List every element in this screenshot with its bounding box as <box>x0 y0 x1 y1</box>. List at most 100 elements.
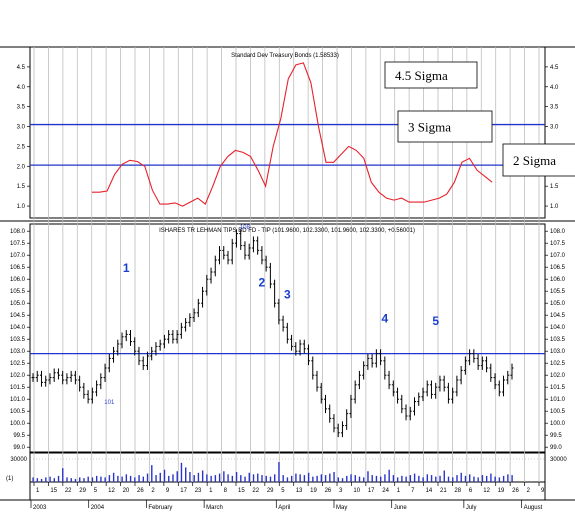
x-day-tick-label: 26 <box>137 488 144 494</box>
x-day-tick-label: 13 <box>296 488 303 494</box>
volume-bar <box>430 475 433 482</box>
volume-bar <box>375 475 378 482</box>
x-month-label: February <box>148 505 172 511</box>
ohlc-bar <box>86 390 90 404</box>
volume-bar <box>392 475 395 482</box>
ohlc-bar <box>357 370 361 390</box>
ohlc-bar <box>485 356 489 373</box>
volume-bar <box>477 477 479 482</box>
price-y-tick-label: 102.0 <box>10 373 26 379</box>
x-day-tick-label: 5 <box>281 488 285 494</box>
ohlc-bar <box>268 262 272 289</box>
sigma-y-tick-label: 2.5 <box>17 144 26 150</box>
volume-bar <box>405 476 407 482</box>
x-month-label: April <box>278 505 290 511</box>
volume-bar <box>401 475 403 482</box>
ohlc-bar <box>438 375 442 392</box>
ohlc-bar <box>374 349 378 368</box>
volume-bar <box>507 474 509 482</box>
ohlc-bar <box>366 354 370 370</box>
ohlc-bar <box>247 243 251 260</box>
volume-bar <box>290 475 293 482</box>
ohlc-bar <box>307 344 311 366</box>
x-month-label: 2004 <box>91 505 105 511</box>
volume-bar <box>299 474 301 482</box>
x-day-tick-label: 20 <box>123 488 130 494</box>
volume-bar <box>32 477 34 482</box>
sigma-y-tick-label: 3.5 <box>550 105 559 111</box>
x-day-tick-label: 26 <box>325 488 332 494</box>
wave-label-3: 3 <box>284 287 291 301</box>
volume-bar <box>117 475 119 482</box>
ohlc-bar <box>302 339 306 354</box>
volume-bar <box>108 475 111 482</box>
ohlc-bar <box>65 373 69 385</box>
price-y-ticks-right: 108.0 107.5 107.0 106.5 106.0 105.5 105.0 104.5… <box>545 229 566 451</box>
price-panel: ISHARES TR LEHMAN TIPS BD FD - TIP (101.… <box>10 225 566 451</box>
sigma-labels: 4.5 Sigma 3 Sigma 2 Sigma <box>384 61 575 177</box>
volume-bar <box>257 473 259 482</box>
ohlc-bar <box>112 346 116 363</box>
price-y-tick-label: 102.5 <box>550 361 566 367</box>
ohlc-bar <box>391 380 395 397</box>
price-y-tick-label: 104.0 <box>550 325 566 331</box>
volume-bar <box>379 476 382 482</box>
x-day-tick-label: 22 <box>65 488 72 494</box>
volume-bar <box>70 478 72 482</box>
label-3-sigma: 3 Sigma <box>408 120 451 135</box>
volume-bar <box>240 475 242 482</box>
wave-label-5: 5 <box>432 314 439 328</box>
x-month-ticks: 2003 2004 February March April May June July Aug… <box>30 500 543 511</box>
price-y-tick-label: 99.0 <box>550 445 562 451</box>
sigma-y-ticks-right: 4.54.03.53.02.52.01.51.0 <box>545 65 559 210</box>
volume-bar <box>176 471 178 482</box>
ohlc-bar <box>226 250 230 265</box>
x-month-label: March <box>206 505 223 511</box>
sigma-y-tick-label: 1.0 <box>550 204 559 210</box>
volume-y-tick-label: 30000 <box>10 457 27 463</box>
x-day-tick-label: 21 <box>440 488 447 494</box>
ohlc-bar <box>243 241 247 260</box>
ohlc-bar <box>35 370 39 382</box>
volume-bar <box>134 477 136 482</box>
ohlc-bar <box>455 375 459 397</box>
ohlc-bar <box>133 337 137 356</box>
volume-bar <box>74 478 77 482</box>
price-y-tick-label: 101.0 <box>10 397 26 403</box>
ohlc-bar <box>332 414 336 433</box>
volume-bar <box>460 472 462 482</box>
price-labels: 1 2 3 4 5 101 108 <box>104 225 439 406</box>
x-day-tick-label: 2 <box>151 488 155 494</box>
volume-bar <box>452 477 454 482</box>
ohlc-bar <box>294 342 298 356</box>
ohlc-bar <box>162 334 166 349</box>
price-y-tick-label: 108.0 <box>550 229 566 235</box>
ohlc-bar <box>116 339 120 356</box>
price-panel-title: ISHARES TR LEHMAN TIPS BD FD - TIP (101.… <box>159 228 415 234</box>
price-y-tick-label: 99.5 <box>13 433 25 439</box>
ohlc-bar <box>167 330 171 344</box>
volume-bar <box>79 477 81 482</box>
ohlc-bar <box>510 363 514 380</box>
x-day-tick-label: 29 <box>79 488 86 494</box>
sigma-y-tick-label: 3.0 <box>17 125 26 131</box>
price-y-tick-label: 106.5 <box>550 265 566 271</box>
price-y-tick-label: 102.5 <box>10 361 26 367</box>
x-day-tick-label: 1 <box>36 488 40 494</box>
x-day-tick-label: 5 <box>94 488 98 494</box>
volume-bar <box>435 476 437 482</box>
x-axis: 1 15 22 29 5 12 20 26 2 9 17 23 1 8 15 22 29 5 13 19 26 3 10 17… <box>30 482 545 511</box>
x-day-tick-label: 19 <box>310 488 317 494</box>
ohlc-bar <box>493 373 497 390</box>
ohlc-bar <box>171 330 175 344</box>
volume-bar <box>248 472 250 482</box>
ohlc-bar <box>328 404 332 423</box>
volume-bar <box>320 474 323 482</box>
x-day-tick-label: 1 <box>209 488 213 494</box>
ohlc-bar <box>90 387 94 404</box>
price-y-tick-label: 103.5 <box>10 337 26 343</box>
volume-bar <box>473 476 475 482</box>
ohlc-bar <box>459 366 463 385</box>
ohlc-bar <box>154 342 158 356</box>
ohlc-bar <box>69 370 73 382</box>
